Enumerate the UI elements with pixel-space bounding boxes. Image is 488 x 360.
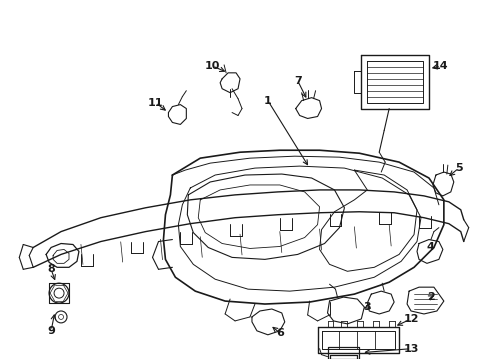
Text: 7: 7	[293, 76, 301, 86]
Text: 14: 14	[432, 61, 448, 71]
Text: 11: 11	[147, 98, 163, 108]
Text: 13: 13	[403, 344, 418, 354]
Text: 8: 8	[47, 264, 55, 274]
Text: 6: 6	[275, 328, 283, 338]
Text: 10: 10	[204, 61, 220, 71]
Text: 4: 4	[426, 243, 434, 252]
Text: 5: 5	[454, 163, 462, 173]
Text: 9: 9	[47, 326, 55, 336]
Text: 12: 12	[403, 314, 418, 324]
Text: 2: 2	[426, 292, 434, 302]
Text: 3: 3	[363, 302, 370, 312]
Text: 1: 1	[264, 96, 271, 105]
